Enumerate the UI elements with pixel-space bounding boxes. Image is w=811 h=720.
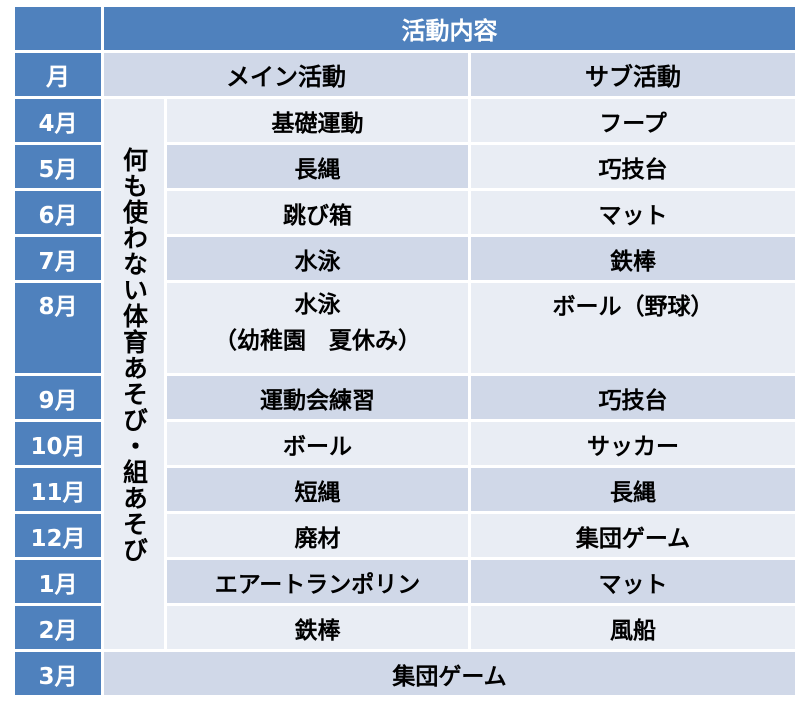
sub-activity-cell: 集団ゲーム [468, 511, 798, 560]
side-note-cell: 何も使わない体育あそび・組あそび [101, 96, 167, 652]
main-activity-cell: 水泳 [164, 234, 471, 283]
main-activity-cell: 短縄 [164, 465, 471, 514]
sub-activity-cell: 巧技台 [468, 142, 798, 191]
month-cell: 1月 [12, 557, 104, 606]
table-row-february: 2月 鉄棒 風船 [12, 603, 798, 652]
combined-activity-cell: 集団ゲーム [101, 649, 798, 698]
corner-cell [12, 4, 104, 53]
sub-activity-cell: サッカー [468, 419, 798, 468]
header-row-top: 活動内容 [12, 4, 798, 53]
month-cell: 4月 [12, 96, 104, 145]
month-cell: 9月 [12, 373, 104, 422]
table-row-may: 5月 長縄 巧技台 [12, 142, 798, 191]
month-cell: 12月 [12, 511, 104, 560]
month-cell: 8月 [12, 280, 104, 376]
sub-activity-header: サブ活動 [468, 50, 798, 99]
table-row-march: 3月 集団ゲーム [12, 649, 798, 698]
month-cell: 10月 [12, 419, 104, 468]
header-row-bottom: 月 メイン活動 サブ活動 [12, 50, 798, 99]
main-activity-cell: 廃材 [164, 511, 471, 560]
table-row-january: 1月 エアートランポリン マット [12, 557, 798, 606]
main-activity-cell: 運動会練習 [164, 373, 471, 422]
main-activity-cell: エアートランポリン [164, 557, 471, 606]
sub-activity-cell: ボール（野球） [468, 280, 798, 376]
main-activity-cell: ボール [164, 419, 471, 468]
sub-activity-cell: 巧技台 [468, 373, 798, 422]
table-row-august: 8月 水泳 （幼稚園 夏休み） ボール（野球） [12, 280, 798, 376]
month-cell: 2月 [12, 603, 104, 652]
sub-activity-cell: 風船 [468, 603, 798, 652]
table-row-october: 10月 ボール サッカー [12, 419, 798, 468]
sub-activity-cell: マット [468, 557, 798, 606]
main-activity-note: （幼稚園 夏休み） [214, 328, 421, 354]
table-row-september: 9月 運動会練習 巧技台 [12, 373, 798, 422]
sub-activity-cell: 鉄棒 [468, 234, 798, 283]
main-activity-cell: 跳び箱 [164, 188, 471, 237]
activity-content-header: 活動内容 [101, 4, 798, 53]
month-cell: 6月 [12, 188, 104, 237]
side-note-text: 何も使わない体育あそび・組あそび [119, 147, 149, 563]
main-activity-cell: 水泳 （幼稚園 夏休み） [164, 280, 471, 376]
activity-plan-table: 活動内容 月 メイン活動 サブ活動 4月 何も使わない体育あそび・組あそび 基礎… [12, 4, 798, 698]
sub-activity-cell: フープ [468, 96, 798, 145]
table-row-november: 11月 短縄 長縄 [12, 465, 798, 514]
sub-activity-cell: 長縄 [468, 465, 798, 514]
main-activity-cell: 長縄 [164, 142, 471, 191]
month-cell: 7月 [12, 234, 104, 283]
table-row-july: 7月 水泳 鉄棒 [12, 234, 798, 283]
main-activity-header: メイン活動 [101, 50, 471, 99]
table-row-june: 6月 跳び箱 マット [12, 188, 798, 237]
main-activity-cell: 基礎運動 [164, 96, 471, 145]
main-activity-text: 水泳 [294, 292, 341, 318]
main-activity-cell: 鉄棒 [164, 603, 471, 652]
month-cell: 11月 [12, 465, 104, 514]
table-row-december: 12月 廃材 集団ゲーム [12, 511, 798, 560]
table-row-april: 4月 何も使わない体育あそび・組あそび 基礎運動 フープ [12, 96, 798, 652]
sub-activity-cell: マット [468, 188, 798, 237]
month-cell: 5月 [12, 142, 104, 191]
month-column-header: 月 [12, 50, 104, 99]
month-cell: 3月 [12, 649, 104, 698]
